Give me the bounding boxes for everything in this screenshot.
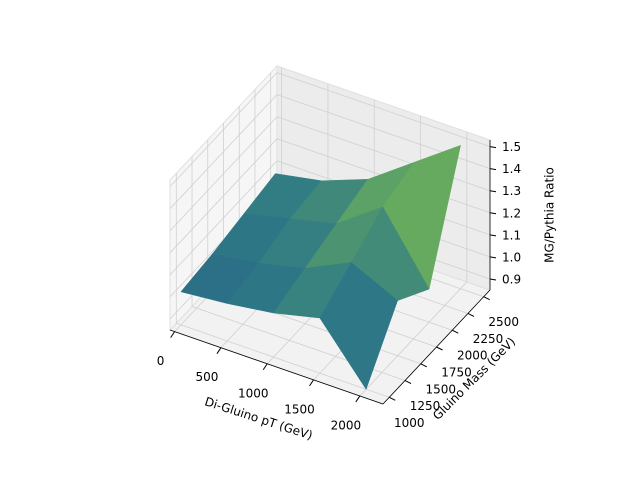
tick-mark bbox=[467, 313, 475, 317]
x-tick-label: 1000 bbox=[238, 386, 269, 400]
y-tick-label: 2250 bbox=[473, 332, 504, 346]
surface-face bbox=[319, 262, 398, 390]
tick-mark bbox=[355, 395, 361, 403]
tick-mark bbox=[483, 296, 490, 301]
grid-line bbox=[169, 160, 278, 276]
axis-line bbox=[382, 289, 491, 405]
grid-line bbox=[169, 138, 278, 254]
y-tick-label: 1000 bbox=[394, 416, 425, 430]
tick-mark bbox=[489, 212, 497, 215]
y-tick-label: 2000 bbox=[457, 349, 488, 363]
y-tick-label: 2500 bbox=[488, 315, 519, 329]
tick-mark bbox=[170, 331, 176, 338]
x-tick-label: 1500 bbox=[284, 402, 315, 416]
tick-mark bbox=[489, 146, 497, 149]
tick-mark bbox=[262, 363, 268, 371]
tick-mark bbox=[452, 329, 459, 334]
tick-mark bbox=[404, 380, 412, 384]
z-tick-label: 1.0 bbox=[502, 250, 521, 264]
x-tick-label: 2000 bbox=[331, 418, 362, 432]
grid-line bbox=[176, 322, 390, 398]
z-tick-label: 1.1 bbox=[502, 228, 521, 242]
tick-mark bbox=[489, 234, 497, 237]
tick-mark bbox=[489, 278, 497, 281]
z-tick-label: 1.3 bbox=[502, 184, 521, 198]
z-tick-label: 1.5 bbox=[502, 140, 521, 154]
y-tick-label: 1750 bbox=[441, 366, 472, 380]
x-tick-label: 0 bbox=[157, 354, 165, 368]
grid-line bbox=[169, 72, 278, 187]
tick-mark bbox=[436, 346, 443, 351]
tick-mark bbox=[216, 347, 222, 354]
grid-line bbox=[169, 94, 278, 209]
tick-mark bbox=[309, 379, 314, 387]
x-tick-label: 500 bbox=[195, 370, 218, 384]
z-tick-label: 1.4 bbox=[502, 162, 521, 176]
axis-line bbox=[169, 329, 384, 405]
tick-mark bbox=[489, 168, 497, 171]
z-axis-title: MG/Pythia Ratio bbox=[543, 167, 557, 263]
tick-mark bbox=[420, 363, 427, 368]
z-tick-label: 0.9 bbox=[502, 272, 521, 286]
grid-line bbox=[169, 116, 278, 232]
grid-line bbox=[276, 116, 491, 192]
tick-mark bbox=[389, 396, 396, 401]
y-tick-label: 1500 bbox=[425, 382, 456, 396]
grid-line bbox=[276, 72, 491, 147]
z-tick-label: 1.2 bbox=[502, 206, 521, 220]
y-tick-label: 1250 bbox=[410, 399, 441, 413]
tick-mark bbox=[489, 256, 497, 259]
tick-mark bbox=[489, 190, 497, 193]
